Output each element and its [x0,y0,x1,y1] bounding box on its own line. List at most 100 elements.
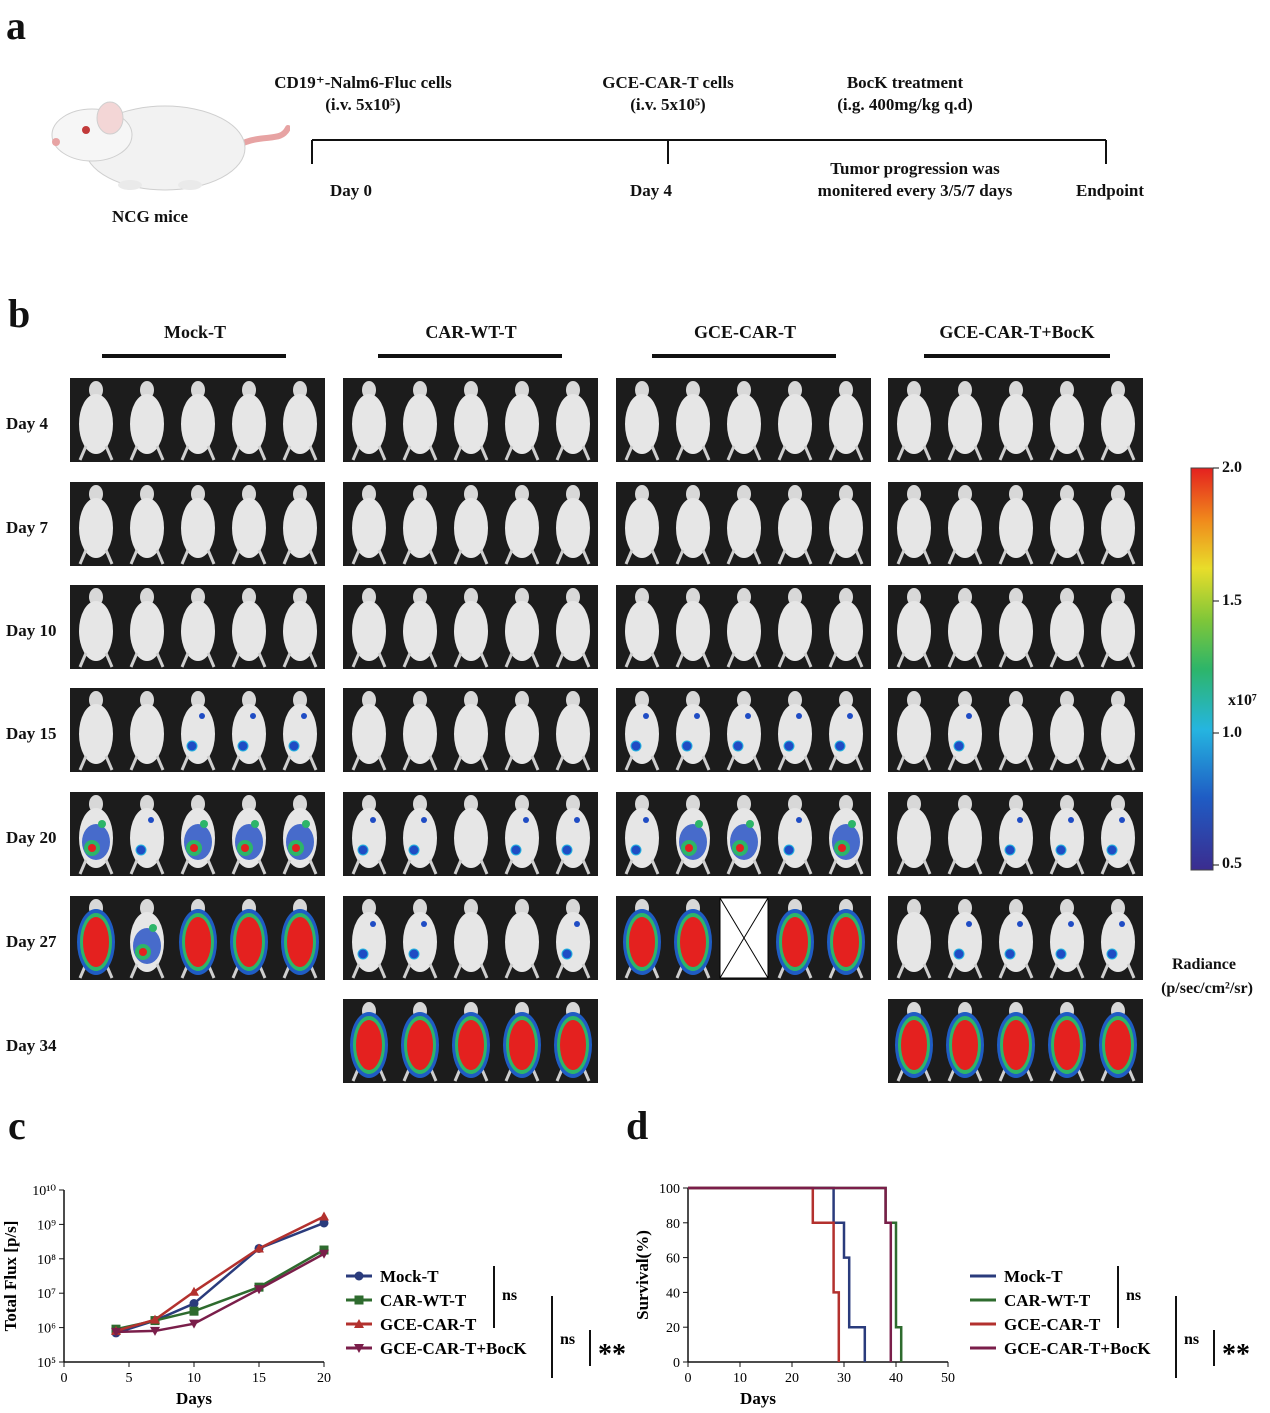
colorbar-tick-1: 1.0 [1222,724,1242,741]
mouse-silhouette [777,795,813,875]
mouse-silhouette [1100,588,1136,668]
x-tick-label: 10 [187,1371,201,1386]
panel-c-letter: c [8,1103,26,1148]
x-tick-label: 5 [126,1371,133,1386]
mouse-silhouette [555,795,591,875]
mouse-silhouette [1100,691,1136,771]
event-cart-line1: GCE-CAR-T cells [602,73,734,92]
sig-ns-2: ns [560,1331,575,1348]
x-tick-label: 20 [317,1371,331,1386]
y-tick-label: 10⁵ [37,1356,56,1371]
colorbar-unit: (p/sec/cm²/sr) [1161,980,1253,997]
mouse-silhouette [129,691,165,771]
day4-label: Day 4 [630,181,673,200]
mouse-silhouette [675,691,711,771]
mouse-silhouette [504,899,540,979]
mouse-silhouette [896,899,932,979]
mouse-silhouette [828,381,864,461]
legend-label: Mock-T [380,1267,439,1286]
mouse-silhouette [504,381,540,461]
mouse-silhouette [180,381,216,461]
mouse-silhouette [402,691,438,771]
mouse-silhouette [777,485,813,565]
mouse-silhouette [828,795,864,875]
mouse-silhouette [282,485,318,565]
y-tick-label: 10⁹ [37,1218,56,1233]
colorbar-tick-2: 2.0 [1222,459,1242,476]
mouse-image-panel [70,896,325,980]
mouse-silhouette [947,381,983,461]
mouse-image-panel [888,378,1143,462]
mouse-silhouette [1048,1002,1086,1082]
mouse-image-panel [343,792,598,876]
day-label-20: Day 20 [6,828,57,847]
mouse-silhouette [351,691,387,771]
mouse-silhouette [624,381,660,461]
mouse-silhouette [1049,795,1085,875]
mouse-image-panel [888,999,1143,1083]
mouse-silhouette [675,485,711,565]
mouse-silhouette [180,795,216,875]
y-tick-label: 10⁸ [37,1253,56,1268]
series-line [115,1221,325,1335]
mouse-silhouette [726,381,762,461]
y-axis-label: Total Flux [p/s] [1,1221,20,1332]
mouse-silhouette [828,588,864,668]
mouse-image-panel [343,688,598,772]
y-tick-label: 100 [659,1182,680,1197]
mouse-silhouette [947,691,983,771]
mouse-silhouette [675,381,711,461]
survival-curve [688,1186,841,1362]
mouse-silhouette [947,899,983,979]
mouse-silhouette [282,588,318,668]
x-tick-label: 20 [785,1371,799,1386]
total-flux-chart: 10⁵ 10⁶ 10⁷ 10⁸ 10⁹ 10¹⁰ 0 5 10 15 20 Days Total Flu… [1,1184,626,1408]
mouse-image-panel [70,792,325,876]
series-line [115,1215,325,1333]
mouse-silhouette [624,795,660,875]
panel-d-letter: d [626,1103,649,1148]
data-point [189,1306,199,1316]
mouse-silhouette [504,691,540,771]
series-line [115,1252,325,1334]
data-point [354,1271,364,1281]
mouse-silhouette [726,588,762,668]
mouse-silhouette [895,1002,933,1082]
sig-star: ** [1222,1339,1250,1370]
data-point [254,1243,264,1253]
y-tick-label: 10⁷ [37,1287,56,1302]
mouse-silhouette [231,795,267,875]
mouse-silhouette [453,485,489,565]
survival-curve [688,1186,903,1362]
mouse-silhouette [998,899,1034,979]
mouse-silhouette [282,691,318,771]
day-label-4: Day 4 [6,414,49,433]
colorbar-tick-1-5: 1.5 [1222,592,1242,609]
mouse-silhouette [555,588,591,668]
group-title-bock: GCE-CAR-T+BocK [939,322,1095,342]
mouse-silhouette [1100,381,1136,461]
mouse-silhouette [453,899,489,979]
mouse-silhouette [998,691,1034,771]
mouse-image-panel [888,792,1143,876]
group-title-mock: Mock-T [164,322,226,342]
mouse-silhouette [78,691,114,771]
legend-label: CAR-WT-T [380,1291,467,1310]
mouse-silhouette [624,485,660,565]
mouse-silhouette [719,897,769,979]
mouse-silhouette [453,588,489,668]
mouse-image-panel [888,585,1143,669]
mouse-image-panel [70,585,325,669]
mouse-silhouette [946,1002,984,1082]
mouse-silhouette [777,691,813,771]
mouse-silhouette [180,485,216,565]
progress-line2: monitered every 3/5/7 days [817,181,1013,200]
mouse-silhouette [180,588,216,668]
mouse-image-panel [888,688,1143,772]
mouse-silhouette [1049,691,1085,771]
mouse-silhouette [1049,588,1085,668]
y-tick-label: 10¹⁰ [32,1184,56,1199]
day-label-10: Day 10 [6,621,57,640]
mouse-silhouette [947,795,983,875]
data-point [189,1319,199,1329]
